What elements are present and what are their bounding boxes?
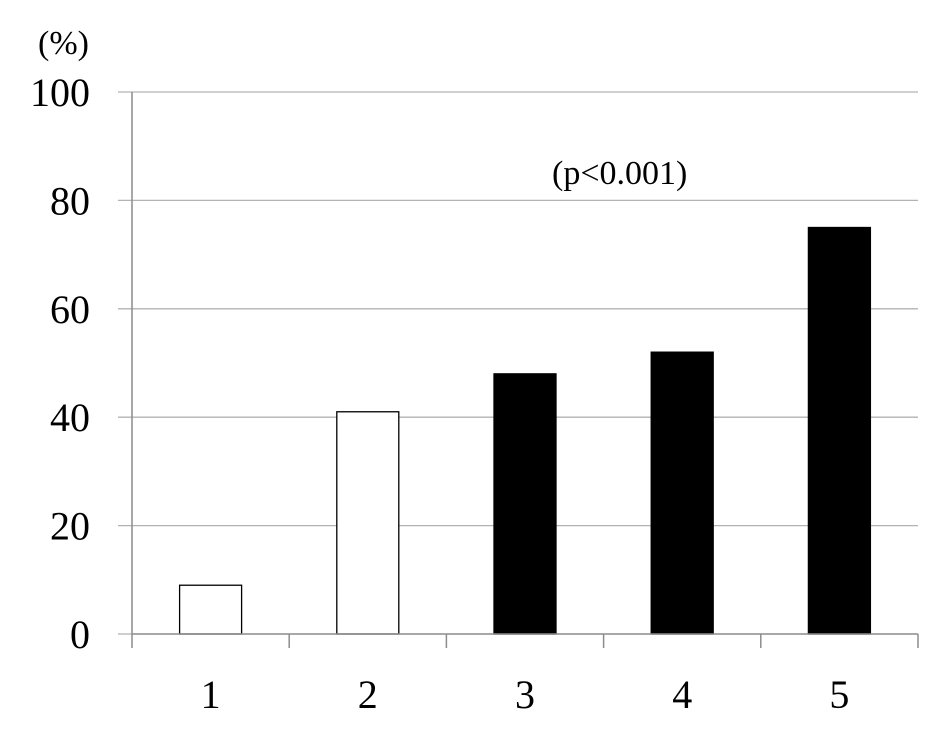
x-tick-label: 3 — [515, 672, 535, 717]
y-tick-labels: 0 20 40 60 80 100 — [30, 70, 90, 657]
bars — [178, 226, 872, 635]
x-tick-labels: 1 2 3 4 5 — [201, 672, 850, 717]
bar-5 — [807, 226, 872, 635]
y-tick-label: 100 — [30, 70, 90, 115]
y-unit-label: (%) — [38, 25, 89, 62]
bar-2 — [336, 411, 400, 635]
x-tick-label: 5 — [829, 672, 849, 717]
x-tick-label: 4 — [672, 672, 692, 717]
y-tick-label: 20 — [50, 504, 90, 549]
x-tick-label: 2 — [358, 672, 378, 717]
y-tick-label: 40 — [50, 395, 90, 440]
axes — [131, 92, 919, 648]
bar-3 — [493, 373, 557, 635]
bar-1 — [178, 584, 243, 635]
p-value-annotation: (p<0.001) — [552, 155, 687, 192]
x-tick-label: 1 — [201, 672, 221, 717]
bar-4 — [650, 351, 714, 635]
y-tick-label: 80 — [50, 178, 90, 223]
y-tick-label: 0 — [70, 612, 90, 657]
y-tick-label: 60 — [50, 287, 90, 332]
